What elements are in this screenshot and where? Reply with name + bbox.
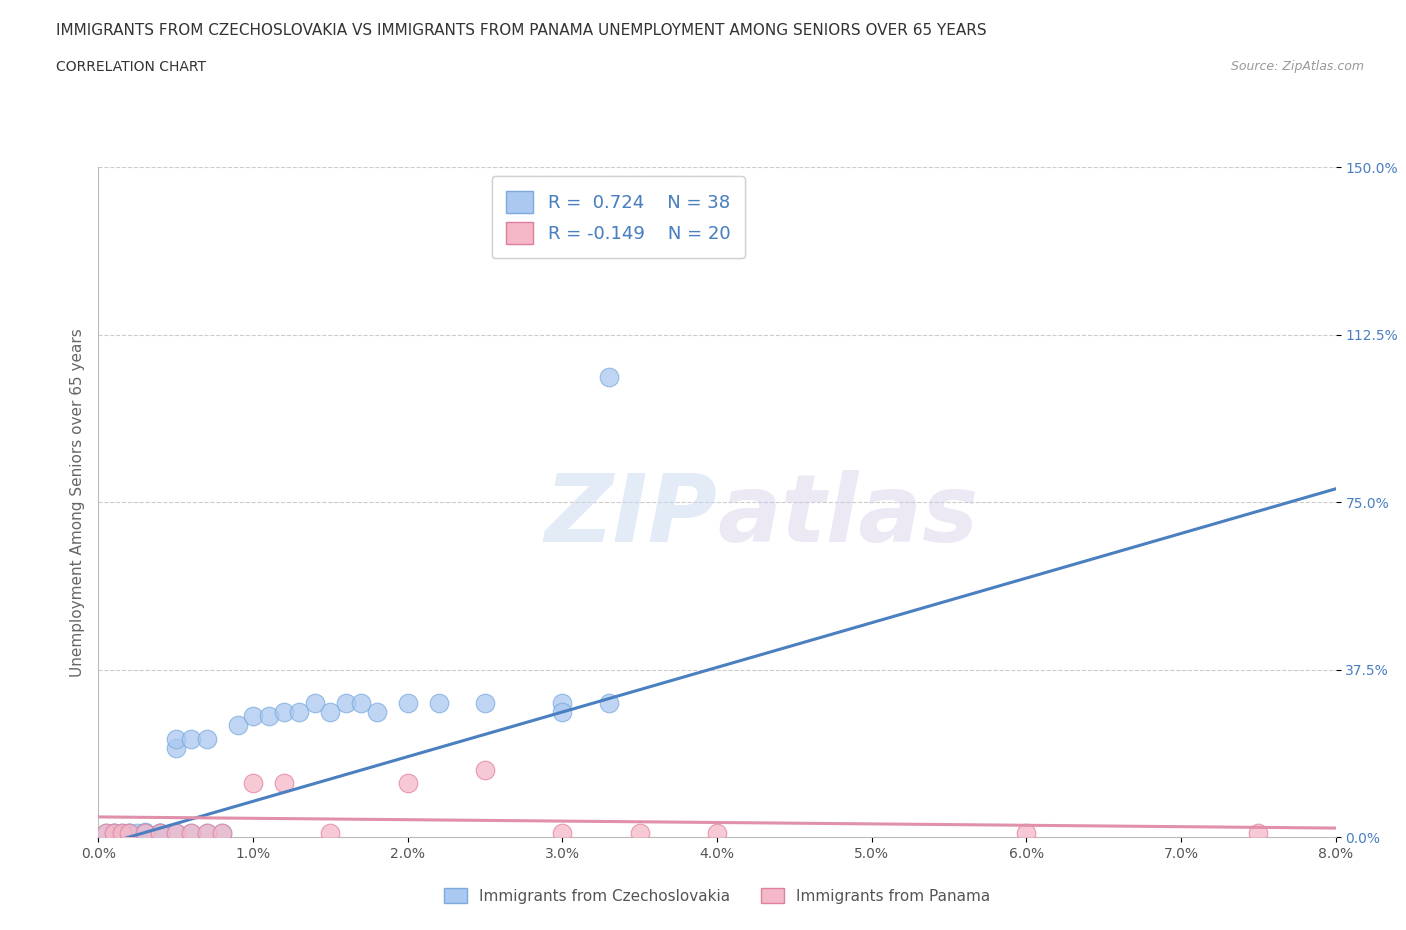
Point [118,825,141,840]
Text: CORRELATION CHART: CORRELATION CHART [56,60,207,74]
Point [396,776,419,790]
Text: ZIP: ZIP [544,470,717,562]
Point [103,826,125,841]
Point [273,776,295,790]
Point [1015,826,1038,841]
Point [195,826,218,841]
Point [706,826,728,841]
Point [134,826,156,841]
Point [165,740,187,755]
Point [195,826,218,841]
Point [134,826,156,841]
Point [288,705,311,720]
Point [103,825,125,840]
Point [165,826,187,841]
Point [396,696,419,711]
Point [195,731,218,746]
Point [118,826,141,841]
Point [474,763,496,777]
Point [319,705,342,720]
Point [96,826,118,841]
Point [165,731,187,746]
Point [242,709,264,724]
Point [103,826,125,841]
Point [366,705,388,720]
Point [127,826,149,841]
Point [149,826,172,841]
Point [111,826,132,841]
Point [149,826,172,841]
Point [149,826,172,841]
Point [628,826,651,841]
Text: Source: ZipAtlas.com: Source: ZipAtlas.com [1230,60,1364,73]
Point [1247,826,1270,841]
Point [551,705,574,720]
Legend: Immigrants from Czechoslovakia, Immigrants from Panama: Immigrants from Czechoslovakia, Immigran… [437,882,997,910]
Point [111,826,132,841]
Point [319,826,342,841]
Point [257,709,280,724]
Point [211,826,233,841]
Point [96,826,118,841]
Point [211,826,233,841]
Y-axis label: Unemployment Among Seniors over 65 years: Unemployment Among Seniors over 65 years [69,328,84,677]
Point [226,718,249,733]
Point [335,696,357,711]
Point [180,826,202,841]
Text: IMMIGRANTS FROM CZECHOSLOVAKIA VS IMMIGRANTS FROM PANAMA UNEMPLOYMENT AMONG SENI: IMMIGRANTS FROM CZECHOSLOVAKIA VS IMMIGR… [56,23,987,38]
Point [134,825,156,840]
Point [180,731,202,746]
Text: atlas: atlas [717,470,979,562]
Point [134,824,156,839]
Point [273,705,295,720]
Point [350,696,373,711]
Point [598,696,620,711]
Point [551,696,574,711]
Point [598,370,620,385]
Point [118,826,141,841]
Point [304,696,326,711]
Point [551,826,574,841]
Point [165,826,187,841]
Point [242,776,264,790]
Point [474,696,496,711]
Point [149,825,172,840]
Point [180,826,202,841]
Point [427,696,450,711]
